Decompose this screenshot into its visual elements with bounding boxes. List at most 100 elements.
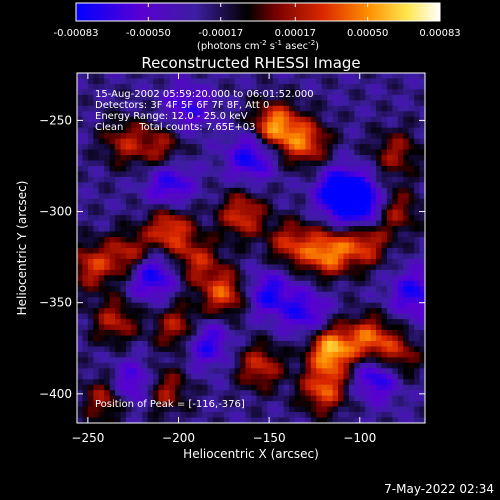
heatmap-cell [397,324,404,331]
heatmap-cell [218,182,225,189]
heatmap-cell [338,324,344,331]
heatmap-cell [174,193,181,200]
heatmap-cell [169,73,176,79]
heatmap-cell [212,176,219,183]
heatmap-cell [289,373,295,380]
heatmap-cell [370,149,377,156]
heatmap-cell [98,83,105,90]
heatmap-cell [185,384,192,391]
heatmap-cell [414,242,420,249]
heatmap-cell [82,138,89,145]
heatmap-cell [348,138,355,145]
heatmap-cell [245,275,252,282]
heatmap-cell [338,275,344,282]
heatmap-cell [245,390,252,397]
heatmap-cell [310,165,317,172]
heatmap-cell [408,412,415,418]
heatmap-cell [278,144,285,150]
heatmap-cell [240,94,246,101]
heatmap-cell [218,319,225,325]
heatmap-cell [147,149,154,156]
heatmap-cell [381,401,388,407]
heatmap-cell [397,160,404,167]
heatmap-cell [169,401,176,407]
heatmap-cell [153,308,159,315]
heatmap-cell [299,176,306,183]
heatmap-cell [299,417,306,423]
plot-frame [76,72,426,424]
heatmap-cell [354,357,361,364]
heatmap-cell [299,116,306,123]
heatmap-cell [381,335,388,342]
heatmap-cell [82,144,89,150]
heatmap-cell [419,395,425,402]
heatmap-cell [93,127,100,134]
heatmap-cell [158,242,165,249]
heatmap-cell [169,330,176,336]
heatmap-cell [381,149,388,156]
heatmap-cell [136,335,143,342]
heatmap-cell [234,127,241,134]
heatmap-cell [332,116,339,123]
heatmap-cell [147,187,154,194]
heatmap-cell [408,308,415,315]
heatmap-cell [147,291,154,298]
heatmap-cell [196,297,203,304]
heatmap-cell [392,144,399,150]
heatmap-cell [109,308,116,315]
heatmap-cell [403,83,410,90]
heatmap-cell [196,89,203,96]
heatmap-cell [419,280,425,287]
heatmap-cell [365,395,372,402]
heatmap-cell [158,149,165,156]
heatmap-cell [348,417,355,423]
heatmap-cell [299,182,306,189]
heatmap-cell [196,379,203,386]
heatmap-cell [180,105,187,112]
heatmap-cell [267,362,274,369]
heatmap-cell [376,269,382,276]
heatmap-cell [104,209,111,216]
heatmap-cell [136,127,143,134]
heatmap-cell [164,412,170,418]
heatmap-cell [207,111,214,118]
heatmap-cell [354,253,361,260]
heatmap-cell [348,171,355,178]
heatmap-cell [136,395,143,402]
heatmap-cell [245,215,252,222]
heatmap-cell [256,357,263,364]
heatmap-cell [87,187,94,194]
heatmap-cell [370,308,377,315]
heatmap-cell [164,149,170,156]
heatmap-cell [104,253,111,260]
heatmap-cell [338,368,344,375]
heatmap-cell [256,406,263,413]
heatmap-cell [261,308,268,315]
heatmap-cell [109,351,116,358]
heatmap-cell [196,368,203,375]
heatmap-cell [98,302,105,309]
heatmap-cell [218,302,225,309]
heatmap-cell [321,248,328,254]
heatmap-cell [245,384,252,391]
heatmap-cell [397,198,404,205]
heatmap-cell [223,198,230,205]
heatmap-cell [218,248,225,254]
heatmap-cell [354,302,361,309]
heatmap-cell [359,165,366,172]
heatmap-cell [202,231,208,238]
heatmap-cell [386,379,393,386]
heatmap-cell [327,89,333,96]
heatmap-cell [240,149,246,156]
heatmap-cell [408,160,415,167]
heatmap-cell [348,412,355,418]
heatmap-cell [229,291,236,298]
heatmap-cell [87,417,94,423]
heatmap-cell [370,105,377,112]
heatmap-cell [376,165,382,172]
heatmap-cell [408,94,415,101]
heatmap-cell [77,122,83,129]
heatmap-cell [289,220,295,227]
heatmap-cell [392,149,399,156]
heatmap-cell [104,133,111,140]
